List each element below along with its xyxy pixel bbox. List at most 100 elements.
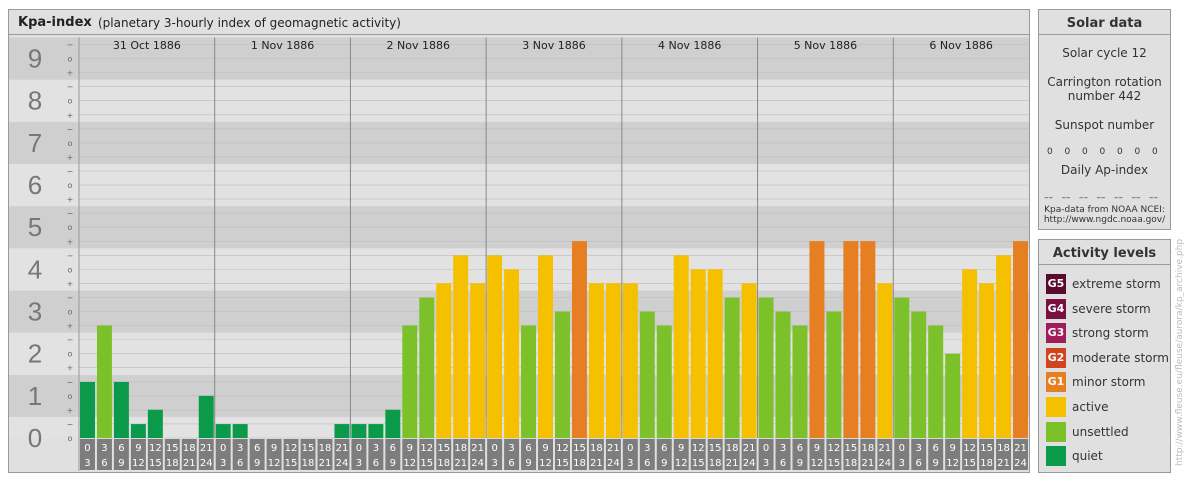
legend-label: active	[1072, 400, 1109, 414]
interval-start-label: 6	[118, 443, 124, 454]
interval-start-label: 21	[607, 443, 620, 454]
interval-start-label: 12	[149, 443, 162, 454]
y-minor-label: o	[68, 223, 73, 232]
y-minor-label: −	[67, 125, 74, 134]
interval-box	[300, 439, 316, 470]
y-minor-label: o	[68, 265, 73, 274]
y-minor-label: o	[68, 181, 73, 190]
interval-end-label: 18	[980, 458, 993, 469]
interval-start-label: 6	[390, 443, 396, 454]
kp-bar	[622, 283, 638, 438]
interval-start-label: 0	[763, 443, 769, 454]
interval-end-label: 18	[166, 458, 179, 469]
day-label: 5 Nov 1886	[794, 39, 857, 52]
interval-end-label: 21	[319, 458, 332, 469]
kpa-chart-panel: Kpa-index (planetary 3-hourly index of g…	[8, 9, 1030, 473]
solar-title: Solar data	[1066, 16, 1143, 31]
interval-start-label: 21	[471, 443, 484, 454]
interval-end-label: 12	[539, 458, 552, 469]
interval-end-label: 9	[933, 458, 939, 469]
interval-start-label: 3	[508, 443, 514, 454]
interval-start-label: 3	[373, 443, 379, 454]
day-label: 2 Nov 1886	[387, 39, 450, 52]
interval-end-label: 9	[797, 458, 803, 469]
interval-box	[198, 439, 214, 470]
kp-bar	[962, 269, 978, 438]
interval-start-label: 18	[183, 443, 196, 454]
legend-label: quiet	[1072, 449, 1103, 464]
legend-swatch: G3	[1046, 323, 1066, 344]
y-minor-label: +	[67, 406, 74, 415]
interval-start-label: 3	[916, 443, 922, 454]
kp-bar	[605, 283, 621, 438]
kp-bar	[555, 311, 570, 438]
y-major-label: 2	[28, 339, 42, 369]
interval-start-label: 3	[237, 443, 243, 454]
sunspot-value: 0	[1099, 147, 1106, 157]
y-minor-label: −	[67, 209, 74, 218]
interval-start-label: 0	[84, 443, 90, 454]
interval-box	[588, 439, 604, 470]
interval-start-label: 3	[101, 443, 107, 454]
y-major-label: 7	[28, 128, 42, 158]
interval-end-label: 12	[403, 458, 416, 469]
interval-box	[538, 439, 553, 470]
activity-levels-panel: Activity levels G5 extreme storm G4 severe …	[1038, 239, 1171, 473]
interval-start-label: 9	[542, 443, 548, 454]
kp-bar	[130, 424, 146, 438]
kp-bar	[690, 269, 706, 438]
interval-end-label: 24	[743, 458, 756, 469]
interval-start-label: 3	[780, 443, 786, 454]
interval-box	[96, 439, 112, 470]
interval-box	[605, 439, 621, 470]
interval-end-label: 3	[84, 458, 90, 469]
interval-start-label: 6	[797, 443, 803, 454]
interval-start-label: 12	[285, 443, 298, 454]
interval-box	[656, 439, 672, 470]
ap-value: ––	[1044, 193, 1053, 203]
kp-bar	[521, 325, 537, 438]
interval-end-label: 12	[811, 458, 824, 469]
day-label: 31 Oct 1886	[113, 39, 181, 52]
chart-header: Kpa-index (planetary 3-hourly index of g…	[9, 10, 1029, 35]
day-label: 1 Nov 1886	[251, 39, 314, 52]
y-major-label: 5	[28, 212, 42, 242]
y-minor-label: +	[67, 279, 74, 288]
sunspot-value: 0	[1152, 147, 1158, 157]
interval-end-label: 15	[963, 458, 976, 469]
interval-end-label: 3	[220, 458, 226, 469]
kp-bar	[571, 241, 587, 438]
y-minor-label: −	[67, 378, 74, 387]
kp-bar	[368, 424, 384, 438]
y-minor-label: o	[68, 392, 73, 401]
interval-box	[113, 439, 129, 470]
y-minor-label: o	[68, 308, 73, 317]
ap-value: ––	[1079, 193, 1088, 203]
interval-start-label: 0	[899, 443, 905, 454]
interval-end-label: 12	[675, 458, 688, 469]
interval-box	[181, 439, 197, 470]
interval-box	[215, 439, 231, 470]
kp-bar	[826, 311, 842, 438]
legend-swatch: G2	[1046, 347, 1066, 368]
interval-box	[860, 439, 876, 470]
interval-box	[487, 439, 503, 470]
solar-cycle: Solar cycle 12	[1062, 46, 1147, 60]
interval-box	[775, 439, 791, 470]
kp-bar	[232, 424, 248, 438]
interval-end-label: 3	[356, 458, 362, 469]
interval-start-label: 18	[726, 443, 739, 454]
interval-box	[80, 439, 95, 470]
interval-end-label: 21	[726, 458, 739, 469]
legend-label: unsettled	[1072, 424, 1129, 439]
interval-end-label: 24	[471, 458, 484, 469]
kp-bar	[979, 283, 995, 438]
legend-label: extreme storm	[1072, 277, 1161, 291]
interval-box	[130, 439, 146, 470]
y-major-label: 4	[28, 254, 42, 284]
y-minor-label: +	[67, 237, 74, 246]
kp-bar	[928, 325, 944, 438]
kp-bar	[487, 255, 503, 438]
kp-bar	[894, 297, 910, 438]
interval-box	[419, 439, 435, 470]
